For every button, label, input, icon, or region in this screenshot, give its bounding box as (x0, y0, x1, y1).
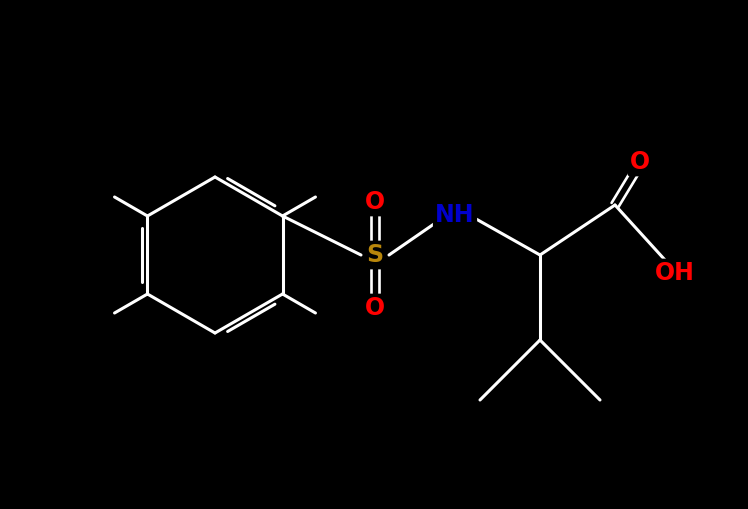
Text: S: S (367, 243, 384, 267)
Text: O: O (365, 190, 385, 214)
Text: O: O (630, 150, 650, 174)
Text: O: O (365, 296, 385, 320)
Text: OH: OH (655, 261, 695, 285)
Text: NH: NH (435, 203, 475, 227)
